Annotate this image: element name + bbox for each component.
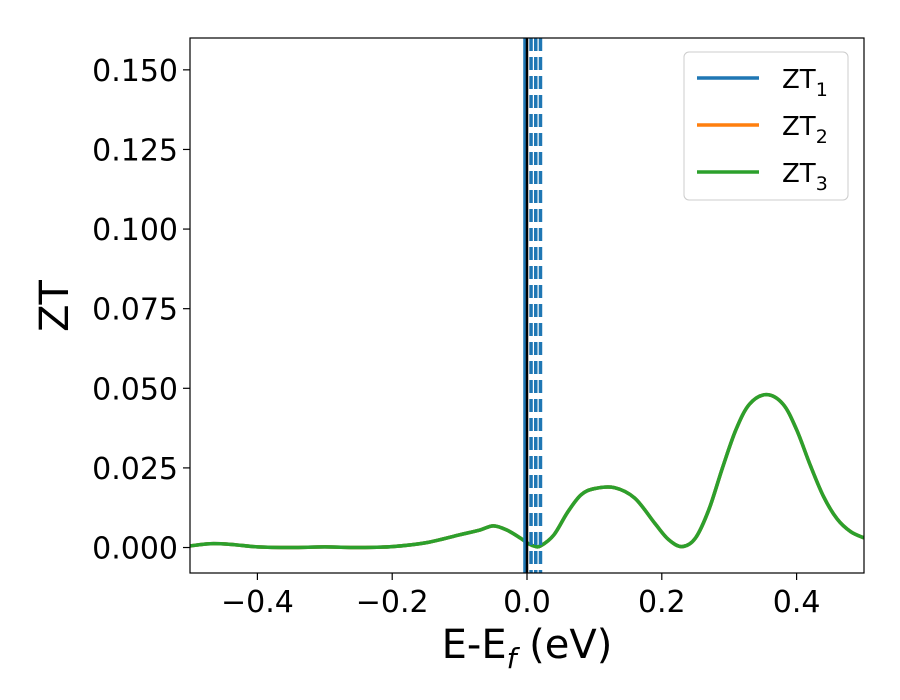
y-axis-title: ZT xyxy=(32,280,78,332)
legend-label-zt1: ZT1 xyxy=(782,65,828,101)
y-tick-label: 0.100 xyxy=(92,213,178,248)
y-tick-label: 0.075 xyxy=(92,293,178,328)
series-line-zt3 xyxy=(190,392,864,550)
x-tick-label: −0.2 xyxy=(356,585,429,620)
x-tick-label: 0.4 xyxy=(773,585,821,620)
x-axis-ticks: −0.4 −0.2 0.0 0.2 0.4 xyxy=(221,573,820,620)
legend-label-zt2: ZT2 xyxy=(782,112,828,148)
y-tick-label: 0.025 xyxy=(92,452,178,487)
y-tick-label: 0.000 xyxy=(92,532,178,567)
legend: ZT1 ZT2 ZT3 xyxy=(683,51,849,201)
legend-box xyxy=(683,51,849,201)
x-tick-label: 0.0 xyxy=(503,585,551,620)
plot-area xyxy=(190,38,864,573)
x-tick-label: −0.4 xyxy=(221,585,294,620)
y-axis-ticks: 0.000 0.025 0.050 0.075 0.100 0.125 0.150 xyxy=(92,54,190,567)
y-tick-label: 0.125 xyxy=(92,133,178,168)
y-tick-label: 0.150 xyxy=(92,54,178,89)
y-tick-label: 0.050 xyxy=(92,372,178,407)
x-tick-label: 0.2 xyxy=(638,585,686,620)
legend-label-zt3: ZT3 xyxy=(782,159,828,195)
x-axis-title: E-Ef (eV) xyxy=(442,622,613,675)
